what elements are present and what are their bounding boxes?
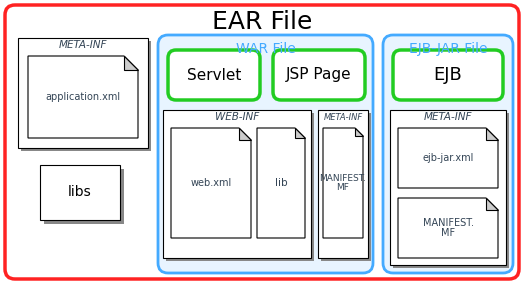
Bar — [166, 113, 314, 261]
Polygon shape — [486, 198, 498, 210]
Bar — [163, 110, 311, 258]
FancyBboxPatch shape — [168, 50, 260, 100]
Text: EAR File: EAR File — [212, 10, 312, 34]
Polygon shape — [239, 128, 251, 140]
Text: MANIFEST.: MANIFEST. — [320, 174, 366, 183]
Polygon shape — [398, 128, 498, 188]
Bar — [44, 169, 124, 224]
Polygon shape — [355, 128, 363, 136]
Text: application.xml: application.xml — [46, 92, 121, 102]
FancyBboxPatch shape — [393, 50, 503, 100]
Text: Servlet: Servlet — [187, 68, 241, 82]
Bar — [393, 113, 509, 268]
Polygon shape — [323, 128, 363, 238]
Bar — [321, 113, 371, 261]
Polygon shape — [295, 128, 305, 138]
FancyBboxPatch shape — [273, 50, 365, 100]
FancyBboxPatch shape — [158, 35, 373, 273]
Bar — [21, 41, 151, 151]
Text: WEB-INF: WEB-INF — [215, 112, 259, 122]
Text: web.xml: web.xml — [190, 178, 232, 188]
Text: MF: MF — [336, 183, 350, 192]
Bar — [318, 110, 368, 258]
Polygon shape — [398, 198, 498, 258]
Bar — [40, 165, 120, 220]
Text: MF: MF — [441, 227, 455, 237]
Text: WAR File: WAR File — [236, 42, 296, 56]
Text: EJB-JAR File: EJB-JAR File — [409, 42, 487, 56]
Polygon shape — [124, 56, 138, 70]
Polygon shape — [171, 128, 251, 238]
Text: META-INF: META-INF — [424, 112, 472, 122]
Text: JSP Page: JSP Page — [286, 68, 352, 82]
Text: META-INF: META-INF — [323, 112, 363, 122]
Bar — [18, 38, 148, 148]
Text: ejb-jar.xml: ejb-jar.xml — [422, 153, 474, 163]
Text: EJB: EJB — [434, 66, 462, 84]
Text: libs: libs — [68, 185, 92, 199]
FancyBboxPatch shape — [5, 5, 519, 279]
Polygon shape — [486, 128, 498, 140]
Text: lib: lib — [275, 178, 287, 188]
Text: MANIFEST.: MANIFEST. — [422, 218, 474, 228]
Text: META-INF: META-INF — [59, 40, 107, 50]
Bar — [390, 110, 506, 265]
Polygon shape — [28, 56, 138, 138]
Polygon shape — [257, 128, 305, 238]
FancyBboxPatch shape — [383, 35, 513, 273]
